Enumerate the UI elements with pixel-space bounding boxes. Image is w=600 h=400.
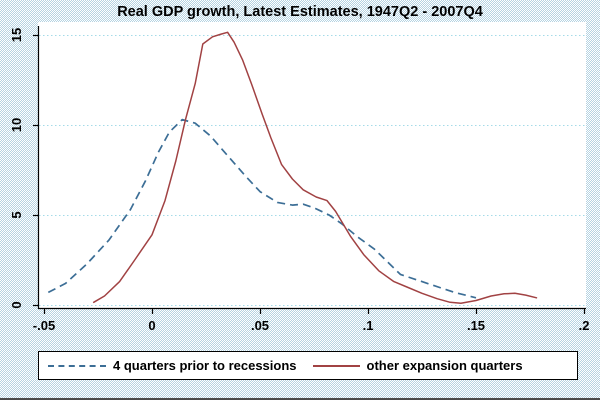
y-label-5: 5 <box>9 211 24 218</box>
x-label-05: .05 <box>251 318 269 333</box>
chart-title: Real GDP growth, Latest Estimates, 1947Q… <box>117 4 483 20</box>
y-label-15: 15 <box>9 28 24 42</box>
plot-area <box>38 22 586 309</box>
y-label-0: 0 <box>9 301 24 308</box>
y-gridlines <box>39 35 586 306</box>
legend-solid-line-sample <box>312 364 360 367</box>
x-label-1: .1 <box>363 318 374 333</box>
axes <box>33 26 586 314</box>
legend-label-expansions: other expansion quarters <box>366 358 523 373</box>
x-label-2: .2 <box>579 318 590 333</box>
x-tick-labels: -.05 0 .05 .1 .15 .2 <box>33 318 590 333</box>
legend-label-recessions: 4 quarters prior to recessions <box>113 358 297 373</box>
x-label-0: 0 <box>148 318 155 333</box>
x-label-neg05: -.05 <box>33 318 55 333</box>
y-label-10: 10 <box>9 118 24 132</box>
legend-dashed-line-sample <box>48 364 106 367</box>
y-tick-labels: 0 5 10 15 <box>9 28 24 309</box>
legend-box: 4 quarters prior to recessions other exp… <box>38 351 578 380</box>
curve-prior-to-recessions <box>47 118 477 299</box>
curve-other-expansions <box>92 31 538 304</box>
x-label-15: .15 <box>467 318 485 333</box>
